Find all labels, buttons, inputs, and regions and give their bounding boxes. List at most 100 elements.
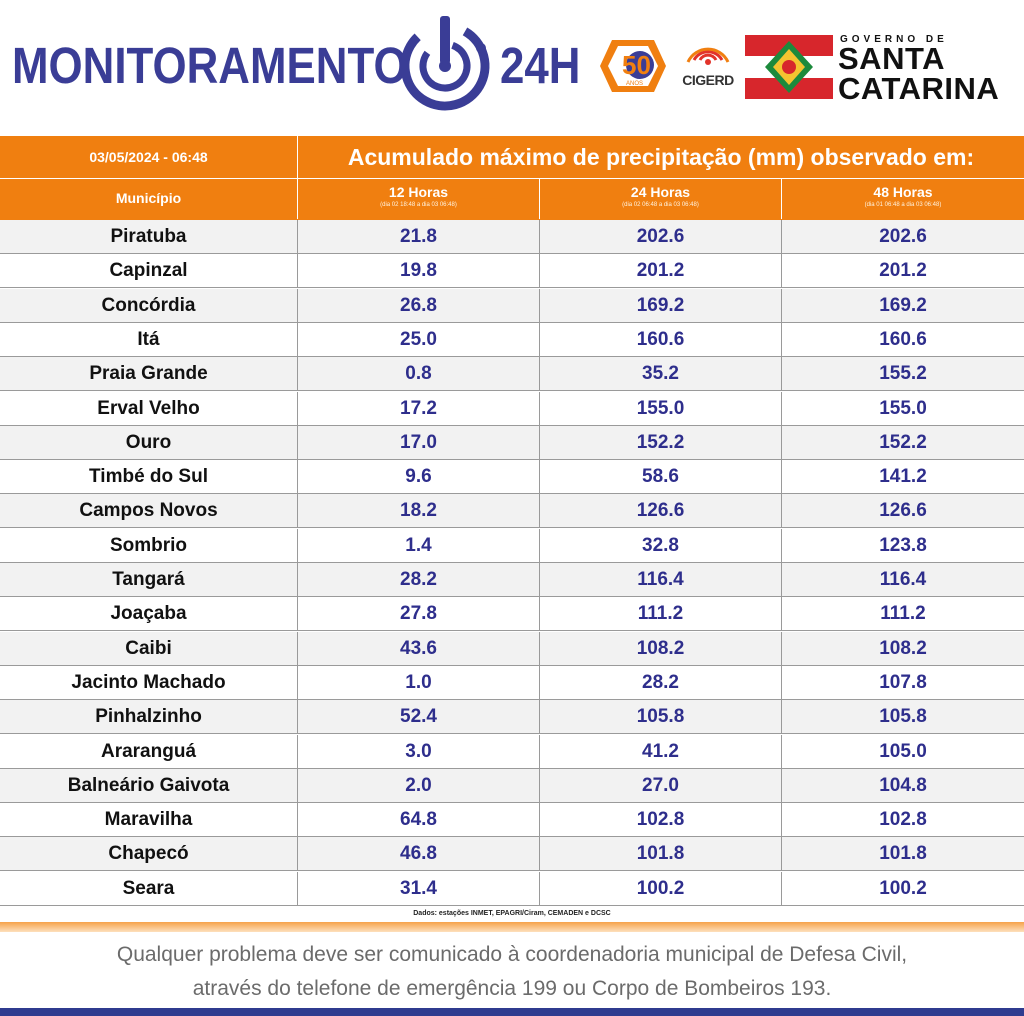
table-row: Piratuba 21.8 202.6 202.6 bbox=[0, 220, 1024, 254]
cell-12h: 0.8 bbox=[298, 357, 540, 391]
cell-municipio: Chapecó bbox=[0, 837, 298, 871]
santa-catarina-flag bbox=[745, 35, 833, 99]
brand-24h: 24H bbox=[500, 37, 581, 94]
cell-24h: 41.2 bbox=[540, 734, 782, 768]
cell-48h: 123.8 bbox=[879, 534, 927, 556]
table-row: Praia Grande 0.8 35.2 155.2 bbox=[0, 357, 1024, 392]
cell-24h: 101.8 bbox=[540, 837, 782, 871]
table-row: Erval Velho 17.2 155.0 155.0 bbox=[0, 391, 1024, 426]
cell-municipio: Maravilha bbox=[0, 803, 298, 837]
cell-48h: 102.8 bbox=[879, 809, 927, 831]
header-12h-label: 12 Horas bbox=[388, 184, 449, 200]
cell-24h: 100.2 bbox=[540, 871, 782, 905]
cell-24h: 28.2 bbox=[540, 665, 782, 699]
cell-12h: 3.0 bbox=[298, 734, 540, 768]
cell-12h: 64.8 bbox=[298, 803, 540, 837]
cell-24h: 58.6 bbox=[540, 460, 782, 494]
cell-24h: 102.8 bbox=[540, 803, 782, 837]
logo50-sub: ANOS bbox=[626, 81, 643, 87]
table-row: Tangará 28.2 116.4 116.4 bbox=[0, 563, 1024, 597]
orange-divider bbox=[0, 922, 1024, 932]
cell-48h: 152.2 bbox=[879, 431, 927, 453]
footer-line1: Qualquer problema deve ser comunicado à … bbox=[116, 943, 908, 966]
cell-12h: 1.4 bbox=[298, 528, 540, 562]
header-48h-range: (dia 01 06:48 a dia 03 06:48) bbox=[864, 202, 942, 208]
table-row: Jacinto Machado 1.0 28.2 107.8 bbox=[0, 665, 1024, 700]
cell-48h: 105.8 bbox=[879, 706, 927, 728]
header-municipio: Município bbox=[0, 178, 298, 219]
table-title-bar bbox=[0, 136, 1024, 178]
cell-24h: 160.6 bbox=[540, 322, 782, 356]
cell-12h: 31.4 bbox=[298, 871, 540, 905]
cell-48h: 111.2 bbox=[880, 603, 926, 625]
cell-municipio: Capinzal bbox=[0, 254, 298, 288]
cigerd-logo: CIGERD bbox=[672, 30, 744, 102]
table-row: Ouro 17.0 152.2 152.2 bbox=[0, 425, 1024, 460]
cell-12h: 43.6 bbox=[298, 631, 540, 665]
cell-12h: 17.2 bbox=[298, 391, 540, 425]
cell-48h: 108.2 bbox=[879, 637, 927, 659]
header-24h-label: 24 Horas bbox=[630, 184, 691, 200]
state-line1: SANTA bbox=[838, 41, 945, 76]
cell-12h: 27.8 bbox=[298, 597, 540, 631]
cell-48h: 155.0 bbox=[879, 397, 927, 419]
header-48h: 48 Horas (dia 01 06:48 a dia 03 06:48) bbox=[782, 178, 1024, 219]
footer-line2: através do telefone de emergência 199 ou… bbox=[192, 977, 832, 1000]
table-row: Capinzal 19.8 201.2 201.2 bbox=[0, 254, 1024, 289]
cell-municipio: Itá bbox=[0, 322, 298, 356]
cell-12h: 52.4 bbox=[298, 700, 540, 734]
cell-24h: 169.2 bbox=[540, 288, 782, 322]
cell-48h: 105.0 bbox=[879, 740, 927, 762]
state-line2: CATARINA bbox=[838, 71, 1000, 106]
table-row: Campos Novos 18.2 126.6 126.6 bbox=[0, 494, 1024, 529]
data-source: Dados: estações INMET, EPAGRI/Ciram, CEM… bbox=[413, 910, 611, 917]
cell-municipio: Piratuba bbox=[0, 220, 298, 253]
cell-municipio: Erval Velho bbox=[0, 391, 298, 425]
cell-24h: 116.4 bbox=[540, 563, 782, 596]
cell-48h: 169.2 bbox=[879, 294, 927, 316]
cell-24h: 155.0 bbox=[540, 391, 782, 425]
cell-12h: 18.2 bbox=[298, 494, 540, 528]
cell-12h: 1.0 bbox=[298, 665, 540, 699]
report-date: 03/05/2024 - 06:48 bbox=[0, 136, 298, 178]
table-row: Maravilha 64.8 102.8 102.8 bbox=[0, 803, 1024, 838]
cell-24h: 35.2 bbox=[540, 357, 782, 391]
cell-municipio: Balneário Gaivota bbox=[0, 768, 298, 802]
header-48h-label: 48 Horas bbox=[873, 184, 933, 200]
cell-12h: 9.6 bbox=[298, 460, 540, 494]
header: MONITORAMENTO 24H 50 ANOS CIGERD GOVERNO… bbox=[0, 0, 1024, 136]
cell-municipio: Caibi bbox=[0, 631, 298, 665]
cell-48h: 100.2 bbox=[879, 877, 927, 899]
cell-12h: 46.8 bbox=[298, 837, 540, 871]
brand-title: MONITORAMENTO bbox=[12, 37, 408, 94]
header-24h-range: (dia 02 06:48 a dia 03 06:48) bbox=[622, 202, 699, 208]
gov-label: GOVERNO DE bbox=[840, 34, 948, 45]
cell-12h: 2.0 bbox=[298, 768, 540, 802]
blue-divider bbox=[0, 1008, 1024, 1016]
cell-12h: 21.8 bbox=[298, 220, 540, 253]
table-row: Itá 25.0 160.6 160.6 bbox=[0, 322, 1024, 357]
cell-48h: 101.8 bbox=[879, 843, 927, 865]
cell-48h: 155.2 bbox=[879, 363, 927, 385]
header-12h-range: (dia 02 18:48 a dia 03 06:48) bbox=[380, 202, 457, 208]
cell-48h: 104.8 bbox=[879, 774, 927, 796]
cell-12h: 28.2 bbox=[298, 563, 540, 596]
table-row: Balneário Gaivota 2.0 27.0 104.8 bbox=[0, 768, 1024, 803]
table-row: Concórdia 26.8 169.2 169.2 bbox=[0, 288, 1024, 323]
cell-24h: 27.0 bbox=[540, 768, 782, 802]
cell-municipio: Praia Grande bbox=[0, 357, 298, 391]
power-icon bbox=[400, 16, 490, 111]
cell-12h: 17.0 bbox=[298, 425, 540, 459]
cell-municipio: Campos Novos bbox=[0, 494, 298, 528]
cell-48h: 107.8 bbox=[879, 671, 927, 693]
cell-48h: 201.2 bbox=[879, 260, 927, 282]
table-row: Araranguá 3.0 41.2 105.0 bbox=[0, 734, 1024, 769]
cell-24h: 105.8 bbox=[540, 700, 782, 734]
cell-municipio: Sombrio bbox=[0, 528, 298, 562]
fifty-years-logo: 50 ANOS bbox=[600, 40, 666, 92]
cell-municipio: Concórdia bbox=[0, 288, 298, 322]
cell-municipio: Araranguá bbox=[0, 734, 298, 768]
header-12h: 12 Horas (dia 02 18:48 a dia 03 06:48) bbox=[298, 178, 540, 219]
cell-48h: 126.6 bbox=[879, 500, 927, 522]
cell-municipio: Timbé do Sul bbox=[0, 460, 298, 494]
